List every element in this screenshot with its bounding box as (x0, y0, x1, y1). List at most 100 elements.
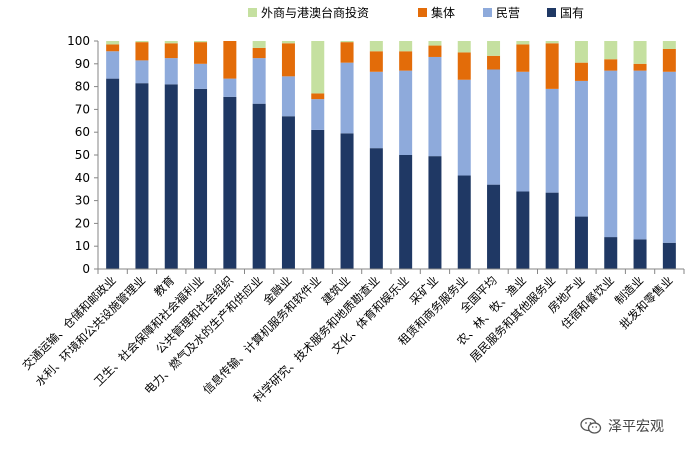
y-tick-label: 100 (67, 34, 90, 48)
watermark-text: 泽平宏观 (608, 419, 664, 435)
legend-swatch-民营 (483, 8, 492, 17)
bar-segment-集体 (545, 43, 559, 89)
bar-segment-民营 (135, 60, 149, 84)
bar-segment-外商与港澳台商投资 (164, 41, 178, 44)
bar-segment-外商与港澳台商投资 (369, 41, 383, 52)
bar-segment-民营 (428, 56, 442, 157)
bars (106, 41, 676, 270)
bar-segment-民营 (516, 71, 530, 192)
bar-segment-民营 (662, 71, 676, 243)
bar-segment-外商与港澳台商投资 (428, 41, 442, 46)
bar-segment-外商与港澳台商投资 (399, 41, 413, 52)
bar-segment-外商与港澳台商投资 (487, 41, 501, 56)
y-tick-label: 50 (75, 148, 90, 162)
bar-segment-集体 (252, 47, 266, 59)
y-tick-label: 60 (75, 125, 90, 139)
bar-segment-民营 (574, 80, 588, 217)
bar-segment-国有 (428, 156, 442, 269)
bar-segment-外商与港澳台商投资 (311, 41, 325, 94)
bar-segment-外商与港澳台商投资 (135, 41, 149, 43)
bar-segment-民营 (281, 76, 295, 117)
bar-segment-外商与港澳台商投资 (574, 41, 588, 63)
bar-segment-集体 (106, 44, 120, 52)
legend-swatch-外商与港澳台商投资 (248, 8, 257, 17)
bar-segment-国有 (194, 88, 208, 269)
bar-segment-外商与港澳台商投资 (281, 41, 295, 44)
bar-segment-民营 (457, 79, 471, 176)
bar-segment-外商与港澳台商投资 (194, 41, 208, 43)
bar-segment-集体 (135, 42, 149, 61)
bar-segment-集体 (223, 41, 237, 79)
bar-segment-集体 (574, 62, 588, 81)
y-tick-label: 80 (75, 80, 90, 94)
bar-segment-国有 (574, 216, 588, 269)
legend-label: 外商与港澳台商投资 (261, 5, 369, 20)
bar-segment-集体 (428, 45, 442, 57)
bar-segment-国有 (487, 184, 501, 269)
bar-segment-国有 (164, 84, 178, 269)
y-tick-label: 70 (75, 102, 90, 116)
bar-segment-集体 (487, 55, 501, 70)
bar-segment-民营 (545, 88, 559, 193)
bar-segment-国有 (252, 103, 266, 269)
bar-segment-国有 (516, 191, 530, 269)
legend-swatch-集体 (418, 8, 427, 17)
bar-segment-国有 (340, 133, 354, 269)
y-axis: 0 10 20 30 40 50 60 70 80 90 100 (67, 34, 99, 276)
y-tick-label: 90 (75, 57, 90, 71)
bar-segment-集体 (340, 42, 354, 63)
bar-segment-国有 (662, 242, 676, 269)
bar-segment-国有 (135, 83, 149, 270)
bar-segment-民营 (194, 63, 208, 89)
bar-segment-民营 (633, 70, 647, 240)
legend-label: 集体 (431, 5, 455, 20)
bar-segment-集体 (633, 63, 647, 71)
bar-segment-国有 (369, 148, 383, 269)
bar-segment-民营 (164, 58, 178, 85)
y-tick-label: 0 (82, 262, 90, 276)
bar-segment-国有 (281, 116, 295, 270)
y-tick-label: 40 (75, 171, 90, 185)
bar-segment-国有 (399, 155, 413, 269)
bar-segment-外商与港澳台商投资 (457, 41, 471, 53)
bar-segment-集体 (369, 51, 383, 72)
bar-segment-外商与港澳台商投资 (545, 41, 559, 44)
bar-segment-集体 (516, 44, 530, 72)
bar-segment-国有 (545, 192, 559, 269)
bar-segment-民营 (252, 58, 266, 104)
y-tick-label: 30 (75, 194, 90, 208)
bar-segment-国有 (633, 239, 647, 269)
bar-segment-国有 (457, 175, 471, 269)
bar-segment-国有 (223, 96, 237, 269)
watermark: 泽平宏观 (580, 416, 664, 436)
bar-segment-集体 (311, 93, 325, 100)
legend: 外商与港澳台商投资 集体 民营 国有 (248, 5, 584, 20)
bar-segment-民营 (399, 70, 413, 155)
bar-segment-民营 (369, 71, 383, 149)
bar-segment-外商与港澳台商投资 (633, 41, 647, 64)
bar-segment-民营 (223, 78, 237, 97)
bar-segment-民营 (487, 69, 501, 185)
bar-segment-外商与港澳台商投资 (340, 41, 354, 43)
y-tick-label: 20 (75, 216, 90, 230)
bar-segment-国有 (604, 237, 618, 269)
legend-swatch-国有 (547, 8, 556, 17)
wechat-icon (580, 417, 602, 434)
bar-segment-集体 (194, 42, 208, 64)
bar-segment-民营 (340, 62, 354, 134)
bar-segment-集体 (164, 43, 178, 59)
bar-segment-国有 (106, 78, 120, 270)
bar-segment-民营 (106, 51, 120, 79)
bar-segment-集体 (662, 48, 676, 72)
bar-segment-集体 (457, 52, 471, 80)
bar-segment-外商与港澳台商投资 (662, 41, 676, 49)
bar-segment-国有 (311, 129, 325, 269)
bar-segment-外商与港澳台商投资 (106, 41, 120, 45)
bar-segment-外商与港澳台商投资 (252, 41, 266, 48)
bar-segment-集体 (281, 43, 295, 77)
bar-segment-外商与港澳台商投资 (604, 41, 618, 60)
bar-segment-集体 (604, 59, 618, 71)
legend-label: 民营 (496, 6, 520, 20)
